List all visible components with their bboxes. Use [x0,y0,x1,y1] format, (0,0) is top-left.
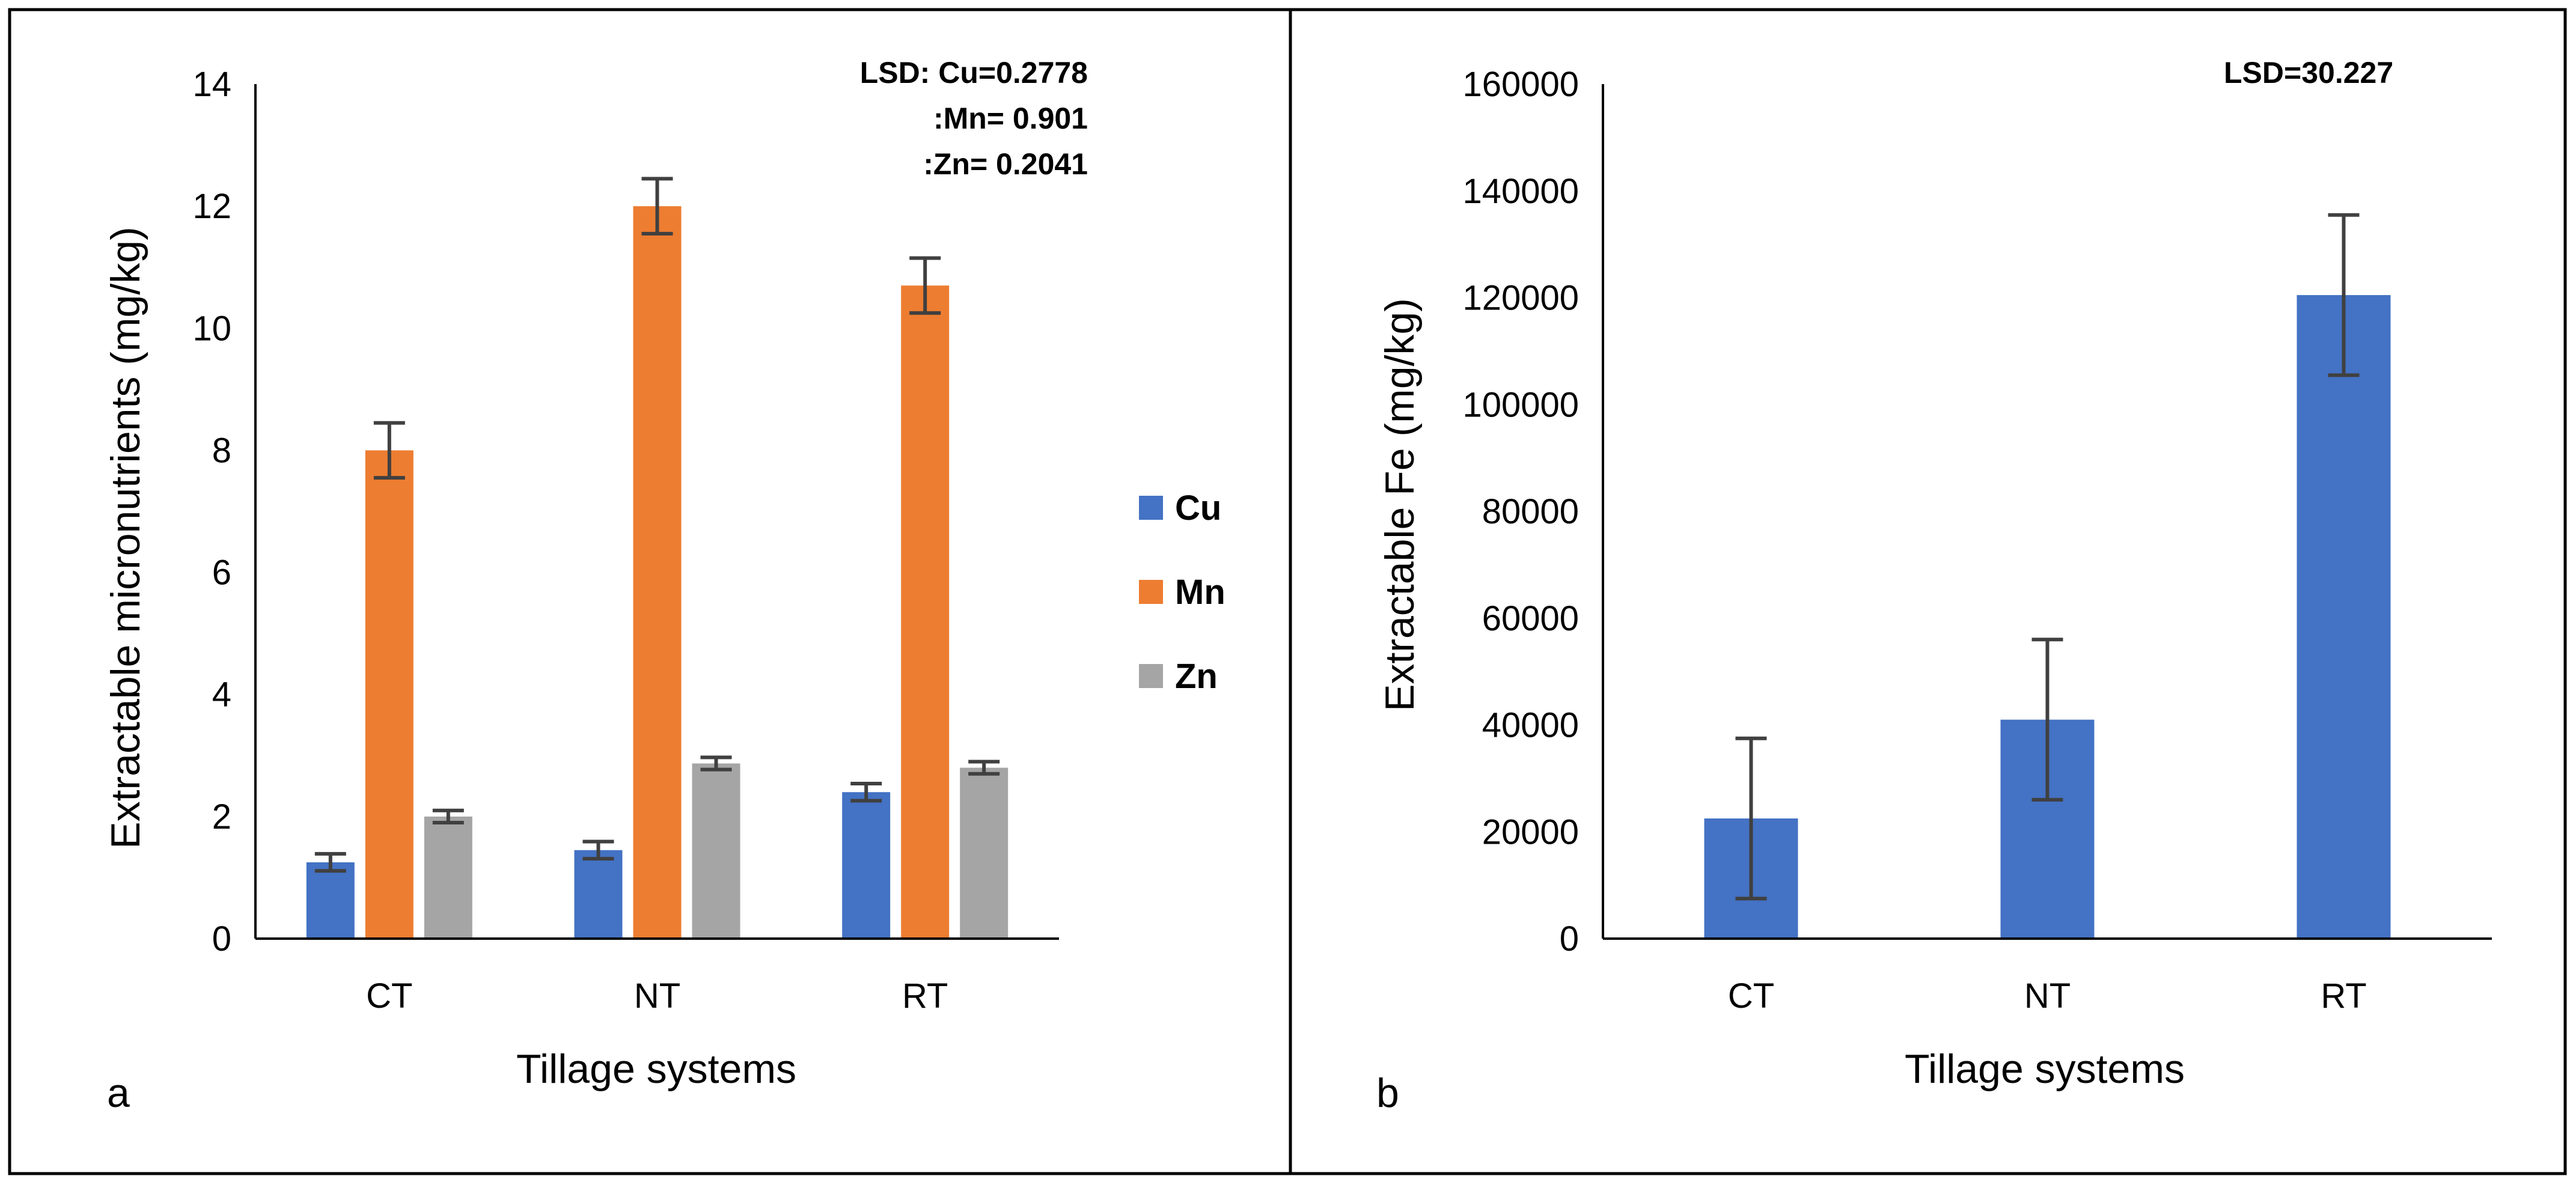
legend-label-zn: Zn [1175,657,1218,696]
panel-b-y-ticks: 0 20000 40000 60000 80000 100000 120000 140000 1… [1462,65,1579,958]
y-tick-label: 40000 [1482,706,1579,745]
panel-b: 0 20000 40000 60000 80000 100000 120000 140000 1… [1376,56,2492,1116]
legend-label-mn: Mn [1175,573,1225,612]
y-tick-label: 2 [212,797,231,836]
panel-a-bars [306,206,1009,939]
legend-swatch-cu [1139,496,1163,520]
bar-cu-nt [574,850,623,939]
panel-b-x-ticks: CT NT RT [1728,976,2367,1016]
bar-fe-rt [2297,295,2391,939]
panel-a-lsd-cu: LSD: Cu=0.2778 [860,56,1088,90]
y-tick-label: 4 [212,675,231,714]
x-tick-label: NT [2024,976,2071,1016]
x-tick-label: RT [902,976,948,1016]
bar-cu-rt [842,792,891,939]
x-tick-label: CT [366,976,412,1016]
panel-a-lsd-mn: :Mn= 0.901 [933,102,1088,135]
panel-a-label: a [107,1070,130,1116]
y-tick-label: 120000 [1462,279,1579,318]
y-tick-label: 100000 [1462,385,1579,424]
panel-b-x-axis-title: Tillage systems [1905,1046,2185,1092]
bar-mn-rt [901,285,950,939]
figure-border [8,8,2567,1175]
x-tick-label: RT [2321,976,2366,1016]
y-tick-label: 12 [192,187,231,226]
y-tick-label: 6 [212,553,231,592]
x-tick-label: NT [634,976,680,1016]
panel-a-legend: Cu Mn Zn [1139,489,1225,696]
panel-a-y-axis-title: Extractable micronutrients (mg/kg) [103,227,148,848]
panel-b-y-axis-title: Extractable Fe (mg/kg) [1377,298,1423,711]
panel-b-bars [1704,295,2391,939]
bar-zn-nt [692,763,740,939]
panel-a-y-ticks: 0 2 4 6 8 10 12 14 [192,65,231,958]
y-tick-label: 160000 [1462,65,1579,104]
legend-label-cu: Cu [1175,489,1221,528]
bar-mn-ct [365,450,414,939]
y-tick-label: 80000 [1482,492,1579,531]
y-tick-label: 8 [212,431,231,470]
legend-swatch-zn [1139,664,1163,688]
panel-b-error-bars [1735,213,2360,901]
y-tick-label: 0 [212,919,231,958]
y-tick-label: 14 [192,65,231,104]
y-tick-label: 20000 [1482,812,1579,851]
panel-b-label: b [1376,1070,1399,1116]
panel-a-x-axis-title: Tillage systems [516,1046,796,1092]
y-tick-label: 140000 [1462,172,1579,211]
bar-cu-ct [306,862,355,939]
panel-a-x-ticks: CT NT RT [366,976,948,1016]
y-tick-label: 0 [1560,919,1579,958]
y-tick-label: 60000 [1482,599,1579,638]
bar-zn-ct [424,816,472,939]
y-tick-label: 10 [192,309,231,348]
panel-b-lsd: LSD=30.227 [2224,56,2393,90]
panel-a: 0 2 4 6 8 10 12 14 CT NT RT Extractable micronutr… [103,56,1225,1116]
bar-zn-rt [960,767,1009,939]
legend-swatch-mn [1139,580,1163,604]
panel-a-lsd-zn: :Zn= 0.2041 [923,147,1088,181]
panel-a-error-bars [314,177,1000,873]
x-tick-label: CT [1728,976,1774,1016]
bar-mn-nt [633,206,682,939]
